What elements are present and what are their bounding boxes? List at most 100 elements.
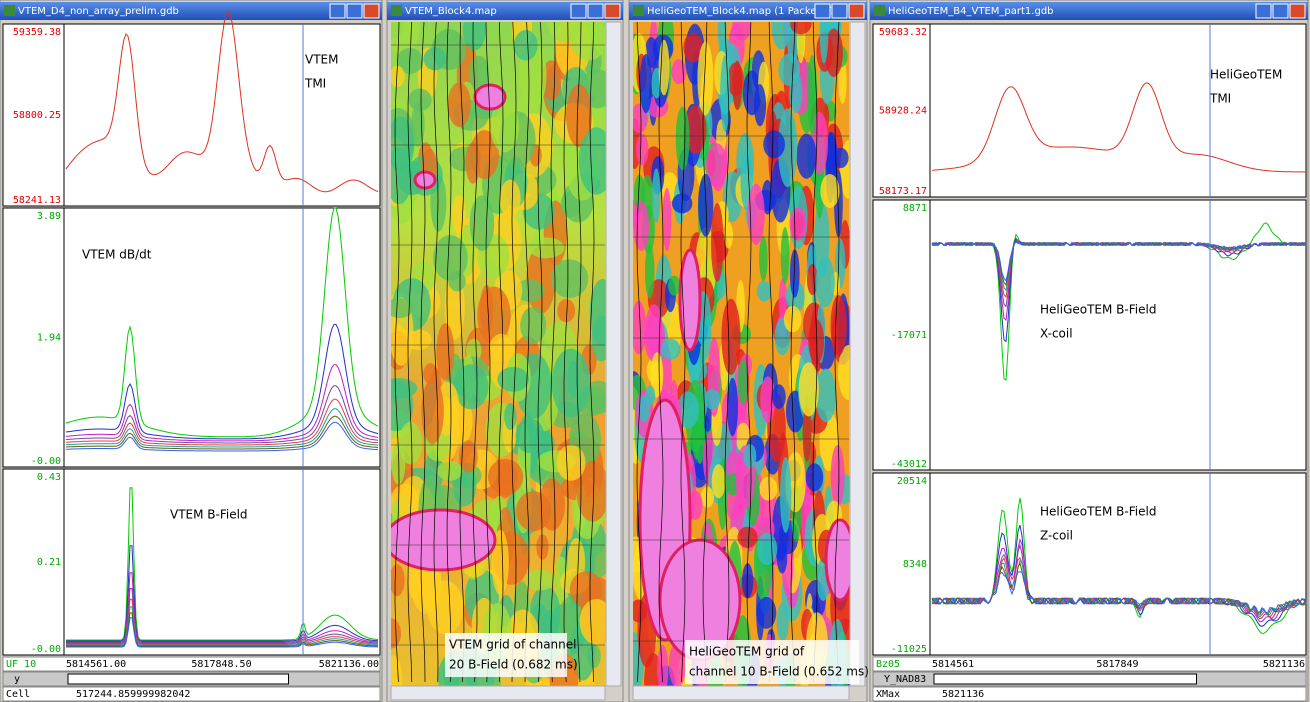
map-cell	[704, 389, 720, 409]
map-cell	[711, 203, 723, 282]
map-cell	[781, 227, 790, 284]
window-icon	[874, 5, 885, 16]
map-cell	[780, 457, 791, 533]
map-cell	[552, 349, 590, 418]
axis-label: 3.89	[37, 211, 61, 222]
map-cell	[697, 42, 713, 116]
map-cell	[640, 54, 653, 113]
map-caption: VTEM grid of channel	[449, 638, 576, 652]
map-cell	[796, 133, 816, 178]
maximize-button[interactable]	[347, 4, 362, 18]
map-cell	[668, 276, 680, 296]
scrollbar[interactable]	[68, 674, 289, 684]
map-cell	[778, 54, 800, 86]
page: VTEM_D4_non_array_prelim.gdb 59359.38 5880…	[0, 0, 1310, 702]
map-cell	[645, 304, 662, 355]
axis-label: 59683.32	[879, 27, 927, 38]
vertical-scrollbar[interactable]	[850, 22, 865, 686]
axis-label: -11025	[891, 644, 927, 655]
map-cell	[436, 323, 454, 380]
map-cell	[806, 463, 824, 491]
map-cell	[556, 445, 585, 481]
map-cell	[807, 55, 817, 135]
map-cell	[754, 84, 766, 126]
close-button[interactable]	[364, 4, 379, 18]
annotation: TMI	[1209, 92, 1231, 106]
map-cell	[738, 360, 748, 405]
axis-label: 8348	[903, 559, 927, 570]
window-title: HeliGeoTEM_B4_VTEM_part1.gdb	[888, 6, 1054, 17]
annotation: VTEM dB/dt	[82, 248, 152, 262]
map-cell	[529, 238, 565, 259]
close-button[interactable]	[849, 4, 864, 18]
minimize-button[interactable]	[571, 4, 586, 18]
map-cell	[721, 299, 740, 375]
map-cell	[735, 492, 746, 517]
channel-name: Y_NAD83	[884, 674, 926, 685]
map-cell	[756, 597, 776, 629]
axis-label: -43012	[891, 459, 927, 470]
status-value: 517244.859999982042	[76, 689, 190, 700]
status-row	[873, 687, 1306, 701]
map-cell	[571, 16, 607, 61]
anomaly	[385, 510, 495, 570]
map-cell	[759, 477, 777, 501]
axis-label: 0.21	[37, 557, 61, 568]
window-title: VTEM_Block4.map	[405, 6, 497, 17]
close-button[interactable]	[605, 4, 620, 18]
annotation: VTEM B-Field	[170, 508, 248, 522]
horizontal-scrollbar[interactable]	[633, 686, 849, 700]
map-cell	[631, 301, 646, 355]
close-button[interactable]	[1290, 4, 1305, 18]
screen: VTEM_D4_non_array_prelim.gdb 59359.38 5880…	[0, 0, 1310, 702]
window-title: HeliGeoTEM_Block4.map (1 Packed F...	[647, 6, 840, 17]
map-cell	[539, 479, 565, 531]
minimize-button[interactable]	[815, 4, 830, 18]
map-cell	[389, 564, 404, 596]
map-cell	[757, 281, 771, 302]
map-cell	[676, 107, 690, 171]
scrollbar[interactable]	[934, 674, 1197, 684]
x-axis-label: Bz05	[876, 659, 900, 670]
map-cell	[830, 295, 846, 356]
axis-label: 58800.25	[13, 110, 61, 121]
plot-area	[64, 469, 380, 655]
horizontal-scrollbar[interactable]	[391, 686, 605, 700]
axis-label: 59359.38	[13, 27, 61, 38]
axis-label: -0.00	[31, 456, 61, 467]
minimize-button[interactable]	[330, 4, 345, 18]
status-label: Cell	[6, 689, 30, 700]
axis-label: 58173.17	[879, 186, 927, 197]
map-cell	[759, 236, 767, 281]
map-cell	[816, 257, 835, 307]
map-caption: HeliGeoTEM grid of	[689, 645, 805, 659]
map-cell	[663, 188, 672, 251]
map-cell	[652, 168, 660, 222]
map-caption: channel 10 B-Field (0.652 ms)	[689, 665, 869, 679]
map-cell	[516, 418, 545, 453]
maximize-button[interactable]	[832, 4, 847, 18]
vertical-scrollbar[interactable]	[606, 22, 621, 686]
map-cell	[833, 148, 849, 168]
map-cell	[831, 445, 845, 508]
minimize-button[interactable]	[1256, 4, 1271, 18]
axis-label: 58928.24	[879, 106, 927, 117]
status-row	[3, 687, 380, 701]
plot-area	[930, 24, 1306, 197]
plot-area	[930, 200, 1306, 470]
status-value: 5821136	[942, 689, 984, 700]
maximize-button[interactable]	[588, 4, 603, 18]
axis-label: -0.00	[31, 644, 61, 655]
annotation: VTEM	[305, 53, 338, 67]
window-title: VTEM_D4_non_array_prelim.gdb	[18, 6, 179, 17]
map-cell	[437, 461, 462, 481]
map-cell	[448, 82, 471, 127]
map-cell	[763, 130, 785, 158]
window-icon	[391, 5, 402, 16]
axis-label: 8871	[903, 203, 927, 214]
anomaly	[475, 85, 505, 109]
map-cell	[466, 142, 481, 184]
map-cell	[452, 195, 466, 233]
map-cell	[488, 459, 523, 495]
maximize-button[interactable]	[1273, 4, 1288, 18]
